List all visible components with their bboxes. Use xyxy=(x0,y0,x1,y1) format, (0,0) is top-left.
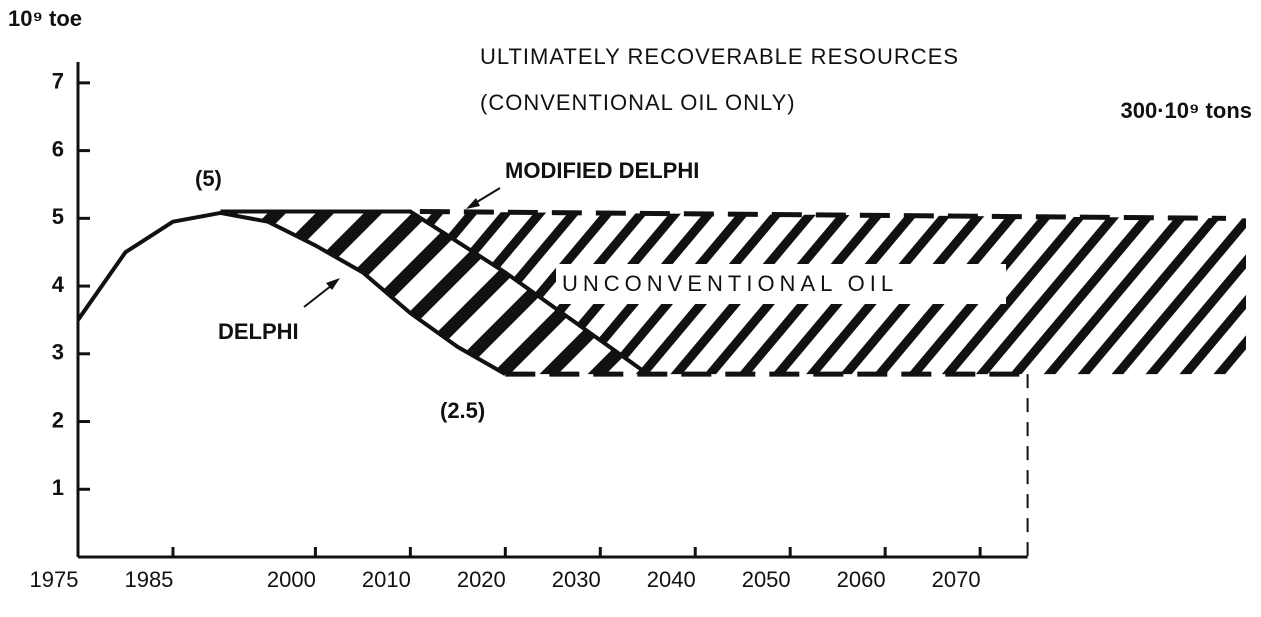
chart-title: ULTIMATELY RECOVERABLE RESOURCES xyxy=(480,44,959,69)
x-tick-label: 1975 xyxy=(30,567,79,592)
resource-label: 300·10⁹ tons xyxy=(1121,98,1253,123)
series-label: UNCONVENTIONAL OIL xyxy=(562,271,898,296)
x-tick-label: 2050 xyxy=(742,567,791,592)
series-label: DELPHI xyxy=(218,319,299,344)
y-tick-label: 1 xyxy=(52,475,64,500)
y-tick-label: 6 xyxy=(52,136,64,161)
series-label: MODIFIED DELPHI xyxy=(505,158,699,183)
x-tick-label: 2000 xyxy=(267,567,316,592)
annotation: (5) xyxy=(195,166,222,191)
y-axis-label: 10⁹ toe xyxy=(8,6,82,31)
modified-delphi-line xyxy=(220,209,649,376)
chart-subtitle: (CONVENTIONAL OIL ONLY) xyxy=(480,90,796,115)
y-tick-label: 7 xyxy=(52,69,64,94)
x-tick-label: 2030 xyxy=(552,567,601,592)
y-tick-label: 3 xyxy=(52,340,64,365)
delphi-line xyxy=(76,210,507,376)
annotation: (2.5) xyxy=(440,398,485,423)
y-tick-label: 2 xyxy=(52,407,64,432)
x-tick-label: 1985 xyxy=(124,567,173,592)
x-tick-label: 2040 xyxy=(647,567,696,592)
boundary xyxy=(419,209,1227,221)
arrow-head xyxy=(326,278,340,290)
y-tick-label: 5 xyxy=(52,204,64,229)
x-tick-label: 2060 xyxy=(837,567,886,592)
x-tick-label: 2020 xyxy=(457,567,506,592)
label-box xyxy=(556,264,1006,304)
arrow-head xyxy=(466,198,480,209)
x-tick-label: 2010 xyxy=(362,567,411,592)
x-tick-label: 2070 xyxy=(932,567,981,592)
y-tick-label: 4 xyxy=(52,272,65,297)
